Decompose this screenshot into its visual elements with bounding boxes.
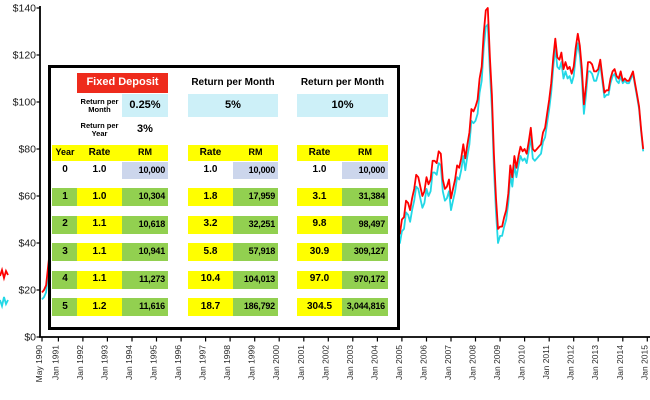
rate-cell: 5.8 xyxy=(188,243,233,261)
x-axis-label: Jan 1998 xyxy=(222,345,232,380)
return-per-month-5-header: Return per Month xyxy=(191,76,275,88)
rm-column-header-1: RM xyxy=(122,145,168,161)
rm-cell: 10,618 xyxy=(122,215,168,234)
x-axis-label: Jan 2008 xyxy=(468,345,478,380)
legend-cyan-marker xyxy=(0,296,9,310)
rm-cell: 970,172 xyxy=(342,270,388,289)
x-axis-label: Jan 1995 xyxy=(149,345,159,380)
fd-yearly-rate-value: 3% xyxy=(137,123,153,136)
x-axis-label: Jan 2011 xyxy=(541,345,551,380)
rate-column-header-1: Rate xyxy=(77,145,122,161)
rate-cell: 9.8 xyxy=(297,215,342,234)
rm-cell: 32,251 xyxy=(233,215,278,234)
rm-cell: 3,044,816 xyxy=(342,298,388,316)
rate-cell: 1.0 xyxy=(92,164,107,176)
x-axis-label: Jan 2015 xyxy=(639,345,649,380)
rate-cell: 30.9 xyxy=(297,243,342,261)
rate-cell: 1.0 xyxy=(77,188,122,206)
y-axis-label: $20 xyxy=(18,285,36,297)
y-axis-label: $100 xyxy=(13,97,37,109)
x-axis-label: Jan 1992 xyxy=(75,345,85,380)
x-axis-label: Jan 2007 xyxy=(443,345,453,380)
rm-cell: 309,127 xyxy=(342,243,388,261)
rate-cell: 1.0 xyxy=(312,164,327,176)
rate-5-percent-value: 5% xyxy=(188,94,278,117)
year-cell: 5 xyxy=(52,298,78,316)
rm-cell: 10,941 xyxy=(122,243,168,261)
fd-return-per-year-label: Return per Year xyxy=(80,121,119,138)
rate-column-header-2: Rate xyxy=(188,145,233,161)
y-axis-label: $140 xyxy=(13,3,37,15)
rate-cell: 1.8 xyxy=(188,188,233,206)
rate-cell: 3.2 xyxy=(188,215,233,234)
rate-column-header-3: Rate xyxy=(297,145,342,161)
rm-cell: 17,959 xyxy=(233,188,278,206)
rm-cell: 10,000 xyxy=(122,162,168,179)
x-axis-label: Jan 1994 xyxy=(124,345,134,380)
rate-cell: 304.5 xyxy=(297,298,342,316)
x-axis-label: Jan 2004 xyxy=(369,345,379,380)
y-axis-label: $60 xyxy=(18,191,36,203)
fd-return-per-month-label: Return per Month xyxy=(80,96,119,114)
investment-returns-table: Fixed Deposit Return per Month Return pe… xyxy=(48,65,400,330)
rate-cell: 97.0 xyxy=(297,270,342,289)
rm-cell: 10,304 xyxy=(122,188,168,206)
x-axis-label: Jan 1993 xyxy=(99,345,109,380)
rm-cell: 11,273 xyxy=(122,270,168,289)
year-cell: 1 xyxy=(52,188,78,206)
x-axis-label: Jan 2000 xyxy=(271,345,281,380)
x-axis-label: Jan 1997 xyxy=(198,345,208,380)
x-axis-label: Jan 2013 xyxy=(590,345,600,380)
y-axis-label: $120 xyxy=(13,50,37,62)
x-axis-label: Jan 2009 xyxy=(492,345,502,380)
x-axis-label: Jan 2012 xyxy=(566,345,576,380)
y-axis-label: $80 xyxy=(18,144,36,156)
rate-cell: 18.7 xyxy=(188,298,233,316)
rm-column-header-3: RM xyxy=(342,145,388,161)
rate-cell: 1.1 xyxy=(77,243,122,261)
year-column-header: Year xyxy=(52,145,78,161)
rate-10-percent-value: 10% xyxy=(297,94,388,117)
year-cell: 0 xyxy=(62,164,68,176)
fixed-deposit-header: Fixed Deposit xyxy=(77,73,168,93)
x-axis-label: Jan 1999 xyxy=(247,345,257,380)
x-axis-label: Jan 2010 xyxy=(517,345,527,380)
rm-cell: 186,792 xyxy=(233,298,278,316)
legend-red-marker xyxy=(0,266,9,282)
y-axis-label: $0 xyxy=(24,332,36,344)
x-axis-label: May 1990 xyxy=(34,345,44,383)
x-axis-label: Jan 2014 xyxy=(615,345,625,380)
year-cell: 3 xyxy=(52,243,78,261)
rm-column-header-2: RM xyxy=(233,145,278,161)
rm-cell: 57,918 xyxy=(233,243,278,261)
fd-monthly-rate-value: 0.25% xyxy=(122,94,168,117)
rm-cell: 11,616 xyxy=(122,298,168,316)
x-axis-label: Jan 1996 xyxy=(173,345,183,380)
rm-cell: 104,013 xyxy=(233,270,278,289)
y-axis-label: $40 xyxy=(18,238,36,250)
return-per-month-10-header: Return per Month xyxy=(300,76,385,88)
rate-cell: 1.0 xyxy=(203,164,218,176)
rm-cell: 10,000 xyxy=(342,162,388,179)
x-axis-label: Jan 2001 xyxy=(296,345,306,380)
x-axis-label: Jan 2003 xyxy=(345,345,355,380)
x-axis-label: Jan 2005 xyxy=(394,345,404,380)
year-cell: 2 xyxy=(52,215,78,234)
rate-cell: 1.2 xyxy=(77,298,122,316)
x-axis-label: Jan 1991 xyxy=(50,345,60,380)
rm-cell: 98,497 xyxy=(342,215,388,234)
rm-cell: 31,384 xyxy=(342,188,388,206)
rate-cell: 1.1 xyxy=(77,270,122,289)
year-cell: 4 xyxy=(52,270,78,289)
rm-cell: 10,000 xyxy=(233,162,278,179)
rate-cell: 1.1 xyxy=(77,215,122,234)
x-axis-label: Jan 2002 xyxy=(320,345,330,380)
rate-cell: 10.4 xyxy=(188,270,233,289)
x-axis-label: Jan 2006 xyxy=(419,345,429,380)
rate-cell: 3.1 xyxy=(297,188,342,206)
